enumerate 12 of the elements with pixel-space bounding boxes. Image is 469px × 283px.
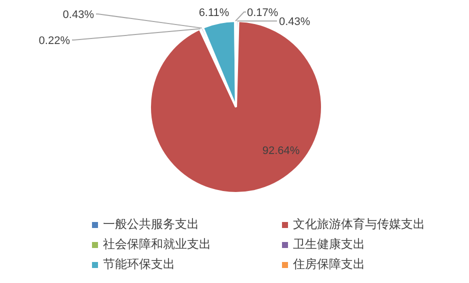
data-label: 0.22% (38, 35, 70, 47)
data-label: 92.64% (262, 145, 300, 157)
legend-label: 文化旅游体育与传媒支出 (293, 216, 425, 233)
legend-label: 住房保障支出 (293, 256, 365, 273)
legend-label: 一般公共服务支出 (103, 216, 199, 233)
legend-label: 卫生健康支出 (293, 236, 365, 253)
data-label: 6.11% (198, 7, 230, 19)
data-label: 0.43% (62, 9, 94, 21)
data-label: 0.17% (247, 7, 278, 19)
legend-label: 社会保障和就业支出 (103, 236, 211, 253)
data-label: 0.43% (279, 16, 310, 28)
legend-label: 节能环保支出 (103, 256, 175, 273)
